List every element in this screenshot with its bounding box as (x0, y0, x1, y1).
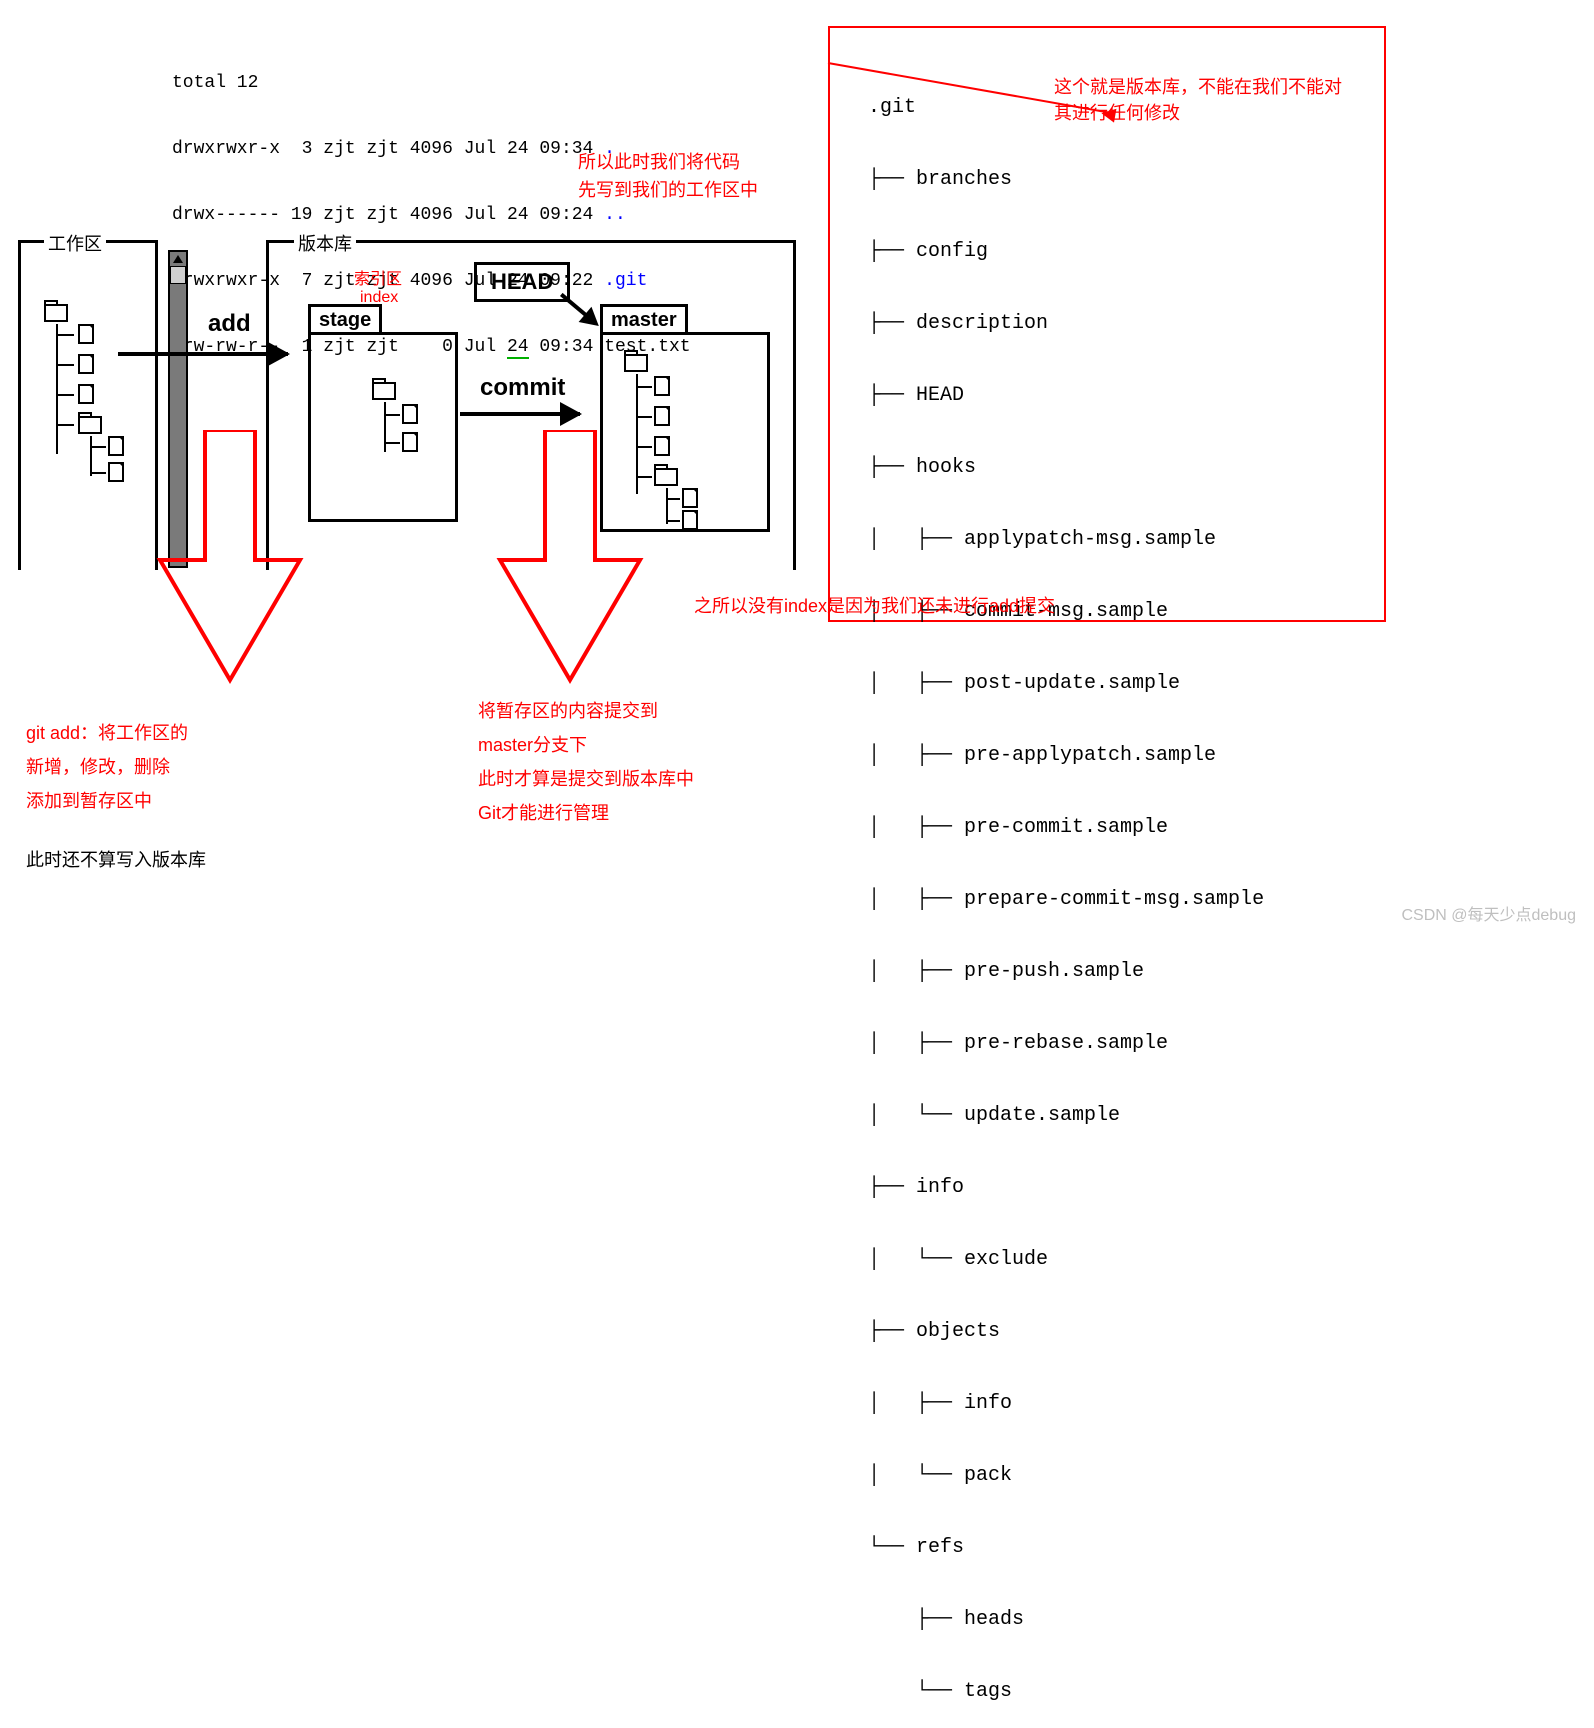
repo-label: 版本库 (294, 230, 356, 256)
tree-line: ├── heads (868, 1608, 1264, 1632)
tree-line: │ ├── post-update.sample (868, 672, 1264, 696)
tree-line: ├── objects (868, 1320, 1264, 1344)
git-flow-diagram: 工作区 版本库 索引区 index stage master HEAD add … (8, 224, 808, 574)
tree-line: ├── info (868, 1176, 1264, 1200)
tree-line: │ ├── applypatch-msg.sample (868, 528, 1264, 552)
tree-line: └── tags (868, 1680, 1264, 1704)
tree-line: ├── branches (868, 168, 1264, 192)
stage-box (308, 332, 458, 522)
annotation-workarea: 所以此时我们将代码 先写到我们的工作区中 (578, 148, 758, 204)
tree-line: .git (868, 96, 1264, 120)
commit-arrow (460, 412, 580, 416)
down-arrow-left (150, 430, 310, 690)
annotation-no-index: 之所以没有index是因为我们还未进行add提交 (694, 592, 1055, 620)
tree-line: │ ├── info (868, 1392, 1264, 1416)
tree-line: ├── HEAD (868, 384, 1264, 408)
tree-line: │ ├── pre-applypatch.sample (868, 744, 1264, 768)
stage-tab: stage (308, 304, 382, 332)
tree-line: ├── config (868, 240, 1264, 264)
master-tab: master (600, 304, 688, 332)
tree-line: │ └── exclude (868, 1248, 1264, 1272)
tree-line: │ └── pack (868, 1464, 1264, 1488)
tree-line: │ └── update.sample (868, 1104, 1264, 1128)
git-tree: .git ├── branches ├── config ├── descrip… (868, 48, 1264, 1728)
annotation-git-add: git add：将工作区的 新增，修改，删除 添加到暂存区中 (26, 716, 188, 818)
head-box: HEAD (474, 262, 570, 302)
workarea-zone (18, 240, 158, 570)
tree-line: │ ├── pre-push.sample (868, 960, 1264, 984)
workarea-label: 工作区 (44, 230, 106, 256)
watermark: CSDN @每天少点debug (1401, 901, 1576, 925)
annotation-commit: 将暂存区的内容提交到 master分支下 此时才算是提交到版本库中 Git才能进… (478, 694, 694, 830)
commit-label: commit (480, 374, 565, 402)
annotation-not-repo-yet: 此时还不算写入版本库 (26, 846, 206, 874)
tree-line: ├── hooks (868, 456, 1264, 480)
ls-row: drwx------ 19 zjt zjt 4096 Jul 24 09:24 … (172, 204, 691, 226)
ls-total: total 12 (172, 72, 691, 94)
tree-line: ├── description (868, 312, 1264, 336)
down-arrow-right (490, 430, 650, 690)
tree-line: └── refs (868, 1536, 1264, 1560)
add-arrow (118, 352, 288, 356)
tree-line: │ ├── pre-commit.sample (868, 816, 1264, 840)
tree-line: │ ├── pre-rebase.sample (868, 1032, 1264, 1056)
tree-line: │ ├── prepare-commit-msg.sample (868, 888, 1264, 912)
add-label: add (208, 310, 251, 338)
